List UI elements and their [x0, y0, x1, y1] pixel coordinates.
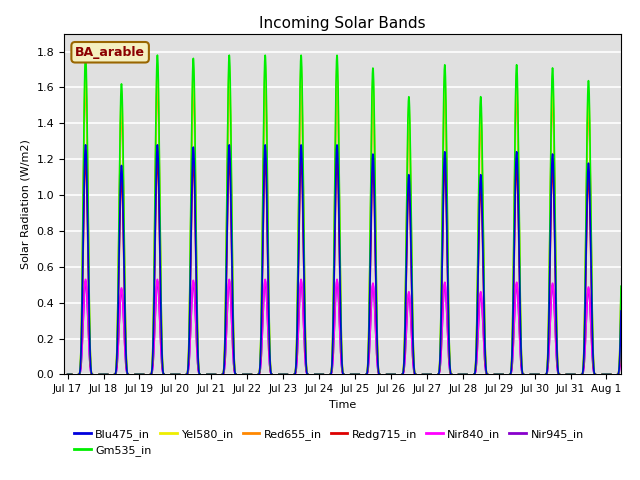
Gm535_in: [568, 372, 576, 377]
Gm535_in: [621, 74, 628, 80]
Blu475_in: [605, 372, 612, 377]
Yel580_in: [605, 372, 612, 377]
Redg715_in: [424, 372, 431, 377]
Redg715_in: [621, 171, 628, 177]
Nir840_in: [568, 372, 576, 377]
Line: Redg715_in: Redg715_in: [68, 159, 625, 374]
Nir840_in: [188, 306, 195, 312]
Line: Red655_in: Red655_in: [68, 84, 625, 374]
Line: Nir840_in: Nir840_in: [68, 279, 625, 374]
Nir945_in: [188, 307, 195, 313]
Yel580_in: [64, 372, 72, 377]
Yel580_in: [621, 84, 628, 90]
Yel580_in: [188, 158, 195, 164]
Nir945_in: [568, 372, 576, 377]
Nir945_in: [605, 372, 612, 377]
Line: Nir945_in: Nir945_in: [68, 281, 625, 374]
Yel580_in: [568, 372, 576, 377]
Red655_in: [605, 372, 612, 377]
Blu475_in: [188, 213, 195, 218]
Title: Incoming Solar Bands: Incoming Solar Bands: [259, 16, 426, 31]
Gm535_in: [605, 372, 612, 377]
Gm535_in: [424, 372, 431, 377]
Line: Blu475_in: Blu475_in: [68, 145, 625, 374]
Red655_in: [188, 171, 195, 177]
Red655_in: [621, 101, 628, 107]
Nir945_in: [64, 372, 72, 377]
Red655_in: [424, 372, 431, 377]
Red655_in: [64, 372, 72, 377]
Blu475_in: [424, 372, 431, 377]
Nir945_in: [621, 285, 628, 290]
Redg715_in: [64, 372, 72, 377]
Y-axis label: Solar Radiation (W/m2): Solar Radiation (W/m2): [21, 139, 31, 269]
Line: Yel580_in: Yel580_in: [68, 66, 625, 374]
Line: Gm535_in: Gm535_in: [68, 55, 625, 374]
Nir840_in: [621, 283, 628, 289]
Nir840_in: [64, 372, 72, 377]
Nir840_in: [424, 372, 431, 377]
Gm535_in: [64, 372, 72, 377]
X-axis label: Time: Time: [329, 400, 356, 409]
Nir945_in: [424, 372, 431, 377]
Text: BA_arable: BA_arable: [75, 46, 145, 59]
Nir840_in: [605, 372, 612, 377]
Legend: Blu475_in, Gm535_in, Yel580_in, Red655_in, Redg715_in, Nir840_in, Nir945_in: Blu475_in, Gm535_in, Yel580_in, Red655_i…: [70, 424, 588, 460]
Blu475_in: [568, 372, 576, 377]
Redg715_in: [188, 223, 195, 228]
Blu475_in: [64, 372, 72, 377]
Yel580_in: [424, 372, 431, 377]
Gm535_in: [188, 151, 195, 156]
Redg715_in: [568, 372, 576, 377]
Red655_in: [568, 372, 576, 377]
Redg715_in: [605, 372, 612, 377]
Blu475_in: [621, 158, 628, 164]
